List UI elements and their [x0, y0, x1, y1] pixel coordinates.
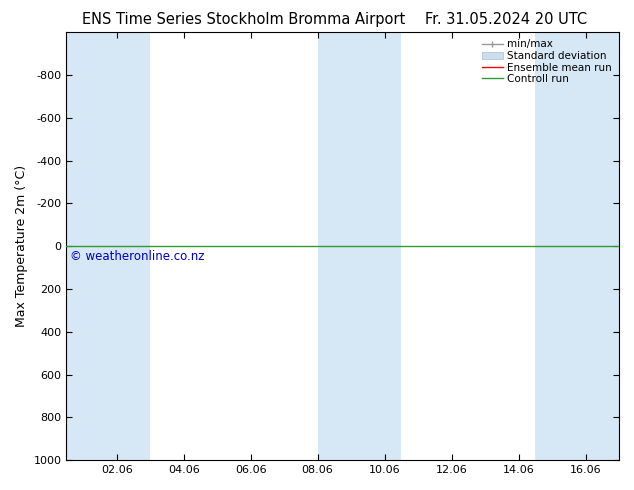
Text: ENS Time Series Stockholm Bromma Airport: ENS Time Series Stockholm Bromma Airport — [82, 12, 406, 27]
Bar — [67, 32, 150, 460]
Bar — [318, 32, 401, 460]
Y-axis label: Max Temperature 2m (°C): Max Temperature 2m (°C) — [15, 165, 28, 327]
Legend: min/max, Standard deviation, Ensemble mean run, Controll run: min/max, Standard deviation, Ensemble me… — [480, 37, 614, 86]
Text: Fr. 31.05.2024 20 UTC: Fr. 31.05.2024 20 UTC — [425, 12, 587, 27]
Bar — [535, 32, 619, 460]
Text: © weatheronline.co.nz: © weatheronline.co.nz — [70, 250, 204, 264]
